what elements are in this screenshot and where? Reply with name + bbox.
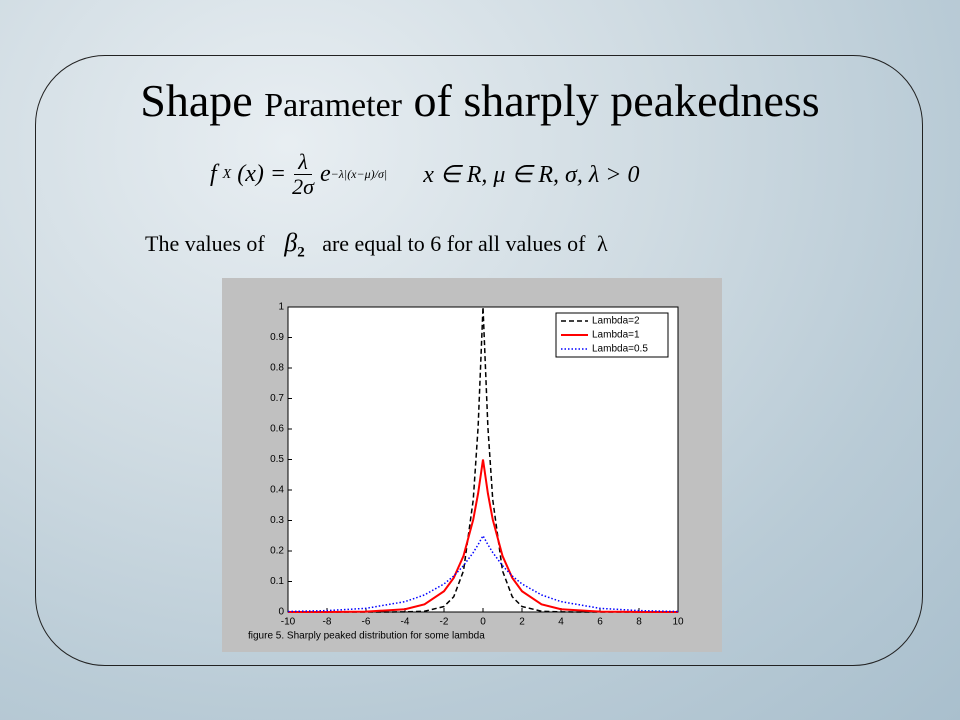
title-word: Shape (140, 75, 253, 126)
y-tick-label: 1 (278, 302, 284, 313)
x-tick-label: 0 (480, 617, 486, 628)
legend-label: Lambda=0.5 (592, 344, 648, 355)
formula-den: 2σ (292, 174, 314, 200)
formula-exponent: −λ|(x−μ)/σ| (330, 167, 388, 182)
x-tick-label: 4 (558, 617, 564, 628)
formula-num: λ (294, 149, 312, 176)
y-tick-label: 0.6 (270, 424, 284, 435)
formula-f: f (210, 161, 217, 188)
x-tick-label: -10 (281, 617, 296, 628)
series-line (288, 306, 678, 613)
series-line (287, 459, 679, 613)
y-tick-label: 0.7 (270, 393, 284, 404)
title-word: of sharply peakedness (413, 75, 820, 126)
y-tick-label: 0.2 (270, 546, 284, 557)
x-tick-label: -4 (401, 617, 410, 628)
sentence-symbol: λ (596, 231, 608, 256)
x-tick-label: -2 (440, 617, 449, 628)
title-word: Parameter (264, 87, 402, 124)
y-tick-label: 0.8 (270, 363, 284, 374)
legend-label: Lambda=1 (592, 330, 640, 341)
x-tick-label: -6 (362, 617, 371, 628)
slide-frame (35, 55, 923, 666)
y-tick-label: 0.4 (270, 485, 284, 496)
formula-e: e (319, 161, 331, 188)
x-tick-label: 2 (519, 617, 525, 628)
sentence: The values of β2 are equal to 6 for all … (145, 228, 608, 261)
formula-sub: X (222, 166, 232, 182)
y-tick-label: 0.3 (270, 515, 284, 526)
sentence-text: The values of (145, 231, 265, 256)
chart: figure 5. Sharply peaked distribution fo… (222, 278, 722, 652)
slide-title: Shape Parameter of sharply peakedness (0, 74, 960, 127)
x-tick-label: 8 (636, 617, 642, 628)
formula-arg: (x) = (237, 161, 287, 188)
sentence-symbol-sub: 2 (297, 244, 305, 261)
y-tick-label: 0.9 (270, 332, 284, 343)
sentence-symbol: β (284, 228, 298, 257)
sentence-text: are equal to 6 for all values of (322, 231, 586, 256)
x-tick-label: -8 (323, 617, 332, 628)
x-tick-label: 6 (597, 617, 603, 628)
y-tick-label: 0.1 (270, 576, 284, 587)
x-tick-label: 10 (672, 617, 684, 628)
y-tick-label: 0 (278, 607, 284, 618)
formula-fraction: λ 2σ (292, 149, 314, 200)
y-tick-label: 0.5 (270, 454, 284, 465)
legend-label: Lambda=2 (592, 316, 640, 327)
formula-conditions: x ∈ R, μ ∈ R, σ, λ > 0 (423, 162, 640, 189)
chart-caption: figure 5. Sharply peaked distribution fo… (248, 631, 485, 642)
